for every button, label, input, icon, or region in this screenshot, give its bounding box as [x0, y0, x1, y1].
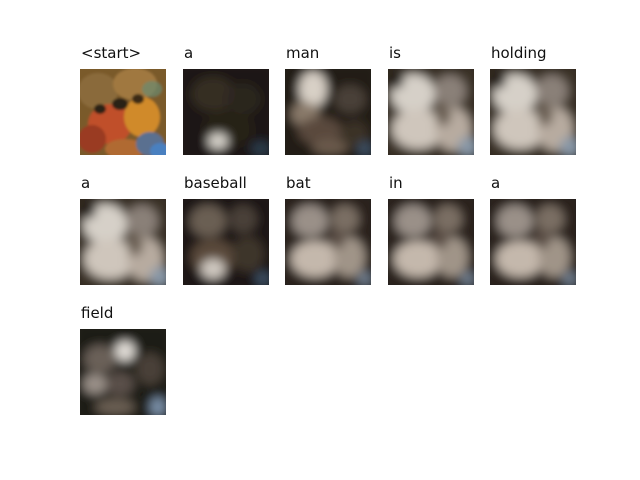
- attention-map-image: [285, 69, 371, 155]
- attention-map-image: [388, 199, 474, 285]
- caption-word: a: [491, 174, 501, 192]
- attention-map-image: [183, 69, 269, 155]
- caption-word: baseball: [184, 174, 247, 192]
- caption-word: in: [389, 174, 403, 192]
- caption-word: man: [286, 44, 320, 62]
- caption-word: field: [81, 304, 114, 322]
- caption-word: a: [81, 174, 91, 192]
- caption-word: <start>: [81, 44, 142, 62]
- attention-map-image: [183, 199, 269, 285]
- caption-word: holding: [491, 44, 547, 62]
- attention-map-image: [80, 329, 166, 415]
- caption-word: a: [184, 44, 194, 62]
- attention-map-image: [285, 199, 371, 285]
- attention-map-image: [490, 69, 576, 155]
- attention-map-image: [80, 199, 166, 285]
- attention-map-image: [490, 199, 576, 285]
- attention-map-image: [388, 69, 474, 155]
- caption-word: is: [389, 44, 401, 62]
- original-image: [80, 69, 166, 155]
- caption-word: bat: [286, 174, 311, 192]
